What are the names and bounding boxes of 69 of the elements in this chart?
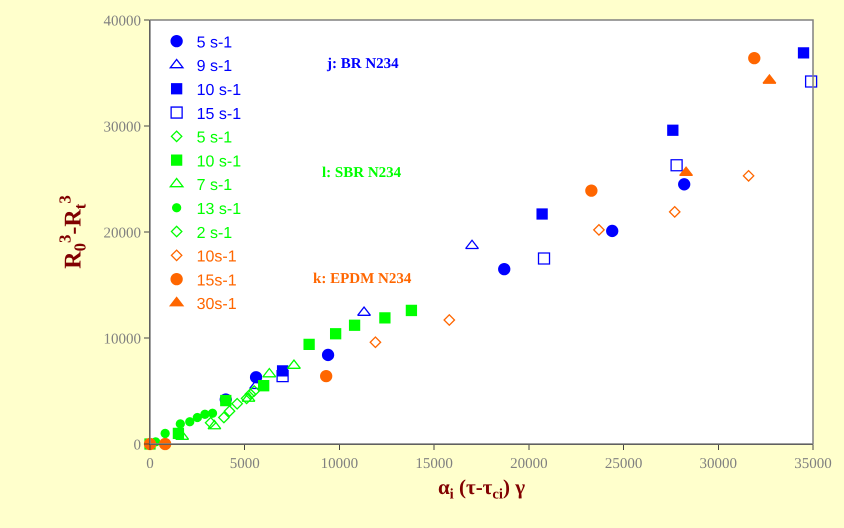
point (330, 328, 342, 340)
x-tick-label: 20000 (510, 456, 548, 472)
annotation: k: EPDM N234 (313, 271, 412, 287)
point (370, 336, 382, 348)
point (606, 224, 618, 238)
x-tick-label: 35000 (794, 456, 832, 472)
point (742, 170, 754, 182)
point (276, 370, 289, 382)
point (348, 320, 360, 331)
x-tick-label: 10000 (320, 456, 358, 472)
point (593, 224, 605, 236)
point (244, 388, 256, 400)
point (192, 412, 202, 422)
point (804, 75, 818, 88)
legend-label: 13 s-1 (196, 200, 242, 218)
point (208, 408, 218, 418)
point (379, 312, 391, 324)
legend-label: 10 s-1 (196, 82, 242, 99)
legend-label: 5 s-1 (196, 34, 232, 52)
x-tick-label: 30000 (700, 456, 738, 472)
point (538, 252, 550, 265)
point (498, 262, 510, 276)
x-axis-title: α$_{i}$ (τ-τ$_{ci}$) γ (438, 475, 526, 503)
point (218, 412, 230, 424)
point (585, 184, 598, 197)
point (536, 208, 548, 220)
legend-label: 9 s-1 (196, 58, 232, 76)
x-tick-label: 5000 (230, 456, 260, 472)
annotation: l: SBR N234 (322, 165, 402, 181)
x-tick-label: 0 (146, 456, 154, 472)
point (798, 47, 810, 59)
point (678, 178, 690, 190)
point (185, 417, 194, 426)
point (322, 348, 334, 362)
point (320, 370, 332, 382)
point (224, 405, 236, 417)
point (248, 385, 260, 397)
point (200, 410, 210, 419)
point (240, 392, 252, 404)
legend-label: 2 s-1 (196, 224, 232, 242)
point (748, 52, 760, 64)
point (443, 314, 456, 326)
legend-label: 15 s-1 (196, 106, 242, 123)
x-tick-label: 15000 (415, 456, 453, 472)
legend-label: 7 s-1 (196, 177, 232, 194)
y-tick-label: 40000 (104, 13, 141, 30)
point (242, 392, 256, 402)
point (667, 124, 678, 136)
legend-label: 5 s-1 (196, 130, 232, 147)
y-tick-label: 20000 (104, 225, 141, 242)
legend-label: 30s-1 (196, 296, 237, 314)
point (406, 304, 418, 316)
legend-label: 10s-1 (196, 248, 237, 266)
point (668, 206, 681, 218)
point (204, 416, 216, 429)
legend-label: 15s-1 (196, 272, 237, 290)
point (176, 419, 185, 429)
legend-label: 10 s-1 (196, 153, 242, 170)
point (670, 159, 683, 172)
y-tick-label: 10000 (104, 331, 141, 348)
point (303, 338, 315, 350)
x-tick-label: 25000 (604, 456, 642, 472)
point (258, 380, 270, 392)
y-tick-label: 0 (134, 437, 141, 454)
y-tick-label: 30000 (104, 119, 141, 136)
point (231, 398, 243, 410)
point (160, 428, 170, 438)
point (679, 166, 694, 176)
annotation: j: BR N234 (326, 56, 400, 72)
